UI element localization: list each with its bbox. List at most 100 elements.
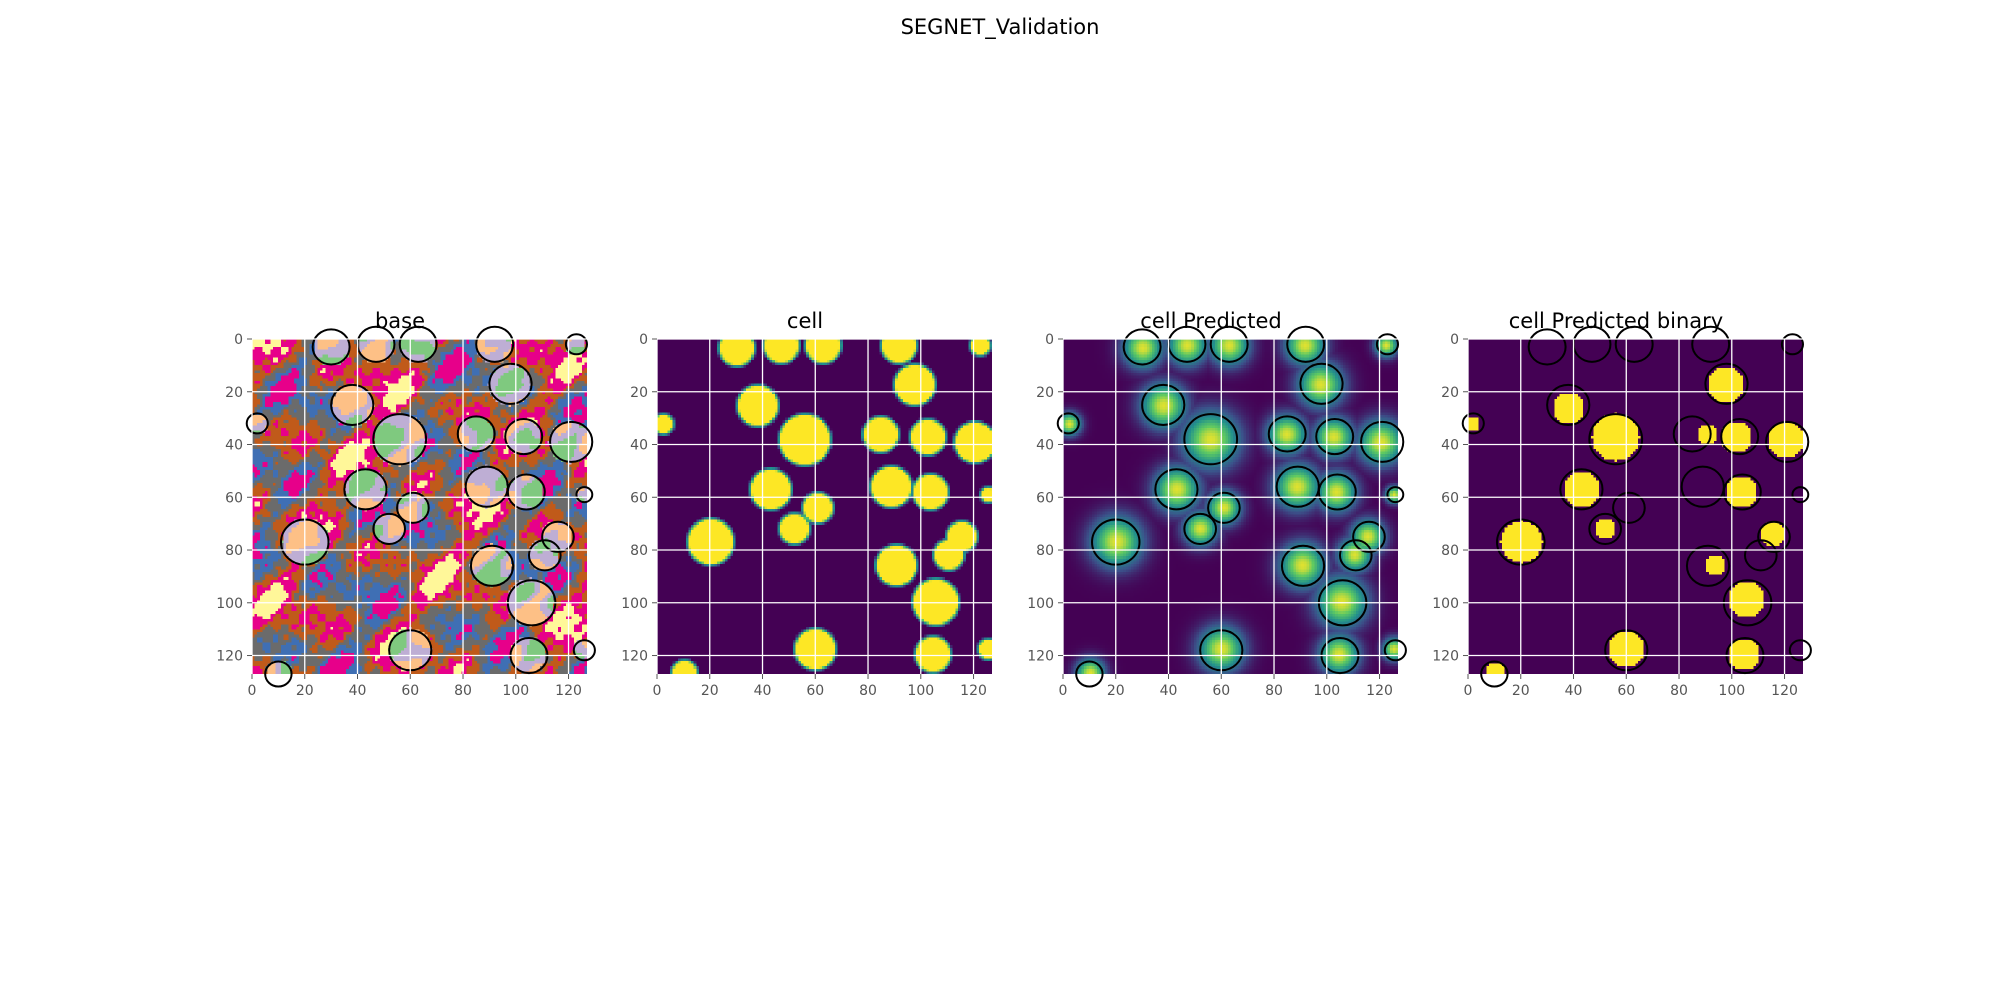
cell-contour (549, 420, 594, 463)
y-tick-label: 40 (1036, 438, 1054, 454)
panel-title: base (374, 309, 426, 333)
y-tick-label: 60 (1441, 490, 1459, 506)
y-tick-label: 20 (225, 385, 243, 401)
y-tick-label: 100 (1027, 596, 1054, 612)
cell-contour (506, 473, 546, 511)
cell-contour (1780, 333, 1805, 356)
cell-contour (1722, 473, 1762, 511)
y-tick-label: 0 (1450, 332, 1459, 348)
panel-base: base 0 20 40 60 80 100 120 0 20 40 60 80 100 120 (200, 300, 600, 700)
y-tick-label: 80 (630, 543, 648, 559)
cell-contour (245, 412, 269, 435)
cell-contour (469, 544, 515, 587)
panel-title: cell (786, 309, 824, 333)
panel-title: cell Predicted binary (1508, 309, 1724, 333)
cell-contour (1672, 415, 1712, 453)
cell-contour (1588, 512, 1622, 545)
panel-plot: 0 20 40 60 80 100 120 0 20 40 60 80 100 120 (1027, 325, 1407, 699)
cell-contour (1209, 325, 1249, 363)
y-tick-label: 60 (225, 490, 243, 506)
cell-contour (1352, 520, 1386, 553)
y-tick-label: 20 (1441, 385, 1459, 401)
panel-cell-predicted: cell Predicted 0 20 40 60 80 100 120 0 20 40 60 80 1… (1011, 300, 1411, 700)
x-tick-label: 60 (1617, 683, 1635, 699)
x-tick-label: 40 (754, 683, 772, 699)
cell-contour (1704, 362, 1749, 405)
cell-contour (343, 468, 388, 511)
y-tick-label: 80 (225, 543, 243, 559)
cell-contour (372, 512, 406, 545)
x-tick-label: 100 (502, 683, 529, 699)
x-tick-label: 0 (248, 683, 257, 699)
heatmap-image (252, 339, 587, 674)
cell-contour (1757, 520, 1791, 553)
cell-contour (1141, 383, 1186, 426)
cell-contour (1299, 362, 1344, 405)
cell-contour (1461, 412, 1485, 435)
cell-contour (1588, 413, 1644, 466)
x-tick-label: 100 (1313, 683, 1340, 699)
cell-contour (1546, 383, 1591, 426)
cell-contour (488, 362, 533, 405)
cell-contour (572, 639, 596, 662)
y-tick-label: 60 (630, 490, 648, 506)
x-tick-label: 0 (1464, 683, 1473, 699)
y-tick-label: 0 (1045, 332, 1054, 348)
y-tick-label: 40 (225, 438, 243, 454)
x-tick-label: 80 (454, 683, 472, 699)
cell-contour (1614, 325, 1654, 363)
x-tick-label: 80 (1265, 683, 1283, 699)
cell-contour (311, 328, 351, 366)
cell-contour (398, 325, 438, 363)
panel-plot: 0 20 40 60 80 100 120 0 20 40 60 80 100 120 (1432, 325, 1812, 699)
y-tick-label: 20 (1036, 385, 1054, 401)
cell-contour (475, 325, 515, 363)
cell-contour (1315, 418, 1355, 456)
cell-contour (527, 539, 562, 572)
x-tick-label: 120 (555, 683, 582, 699)
cell-contour (1383, 639, 1407, 662)
y-tick-label: 120 (1432, 649, 1459, 665)
panel-plot: 0 20 40 60 80 100 120 0 20 40 60 80 100 120 (621, 332, 992, 699)
cell-contour (1788, 639, 1812, 662)
y-tick-label: 0 (639, 332, 648, 348)
cell-contour (456, 415, 496, 453)
cell-contour (1286, 325, 1326, 363)
cell-contour (330, 383, 375, 426)
x-tick-label: 40 (349, 683, 367, 699)
heatmap-image (1063, 339, 1398, 674)
x-tick-label: 80 (1670, 683, 1688, 699)
x-tick-label: 20 (701, 683, 719, 699)
cell-contour (1267, 415, 1307, 453)
y-tick-label: 100 (1432, 596, 1459, 612)
cell-contour (1480, 660, 1509, 688)
x-tick-label: 20 (1512, 683, 1530, 699)
heatmap-image (657, 339, 992, 674)
cell-contour (1183, 512, 1217, 545)
panel-plot: 0 20 40 60 80 100 120 0 20 40 60 80 100 120 (216, 325, 596, 699)
cell-contour (1207, 491, 1241, 524)
cell-contour (1056, 412, 1080, 435)
cell-contour (504, 418, 544, 456)
cell-contour (1154, 468, 1199, 511)
cell-contour (1720, 418, 1760, 456)
cell-contour (1280, 544, 1326, 587)
y-tick-label: 80 (1036, 543, 1054, 559)
x-tick-label: 120 (1771, 683, 1798, 699)
cell-contour (1559, 468, 1604, 511)
cell-contour (1338, 539, 1373, 572)
panel-title: cell Predicted (1140, 309, 1282, 333)
x-tick-label: 40 (1160, 683, 1178, 699)
y-tick-label: 100 (621, 596, 648, 612)
y-tick-label: 40 (630, 438, 648, 454)
x-tick-label: 80 (859, 683, 877, 699)
y-tick-label: 120 (1027, 649, 1054, 665)
cell-contour (1122, 328, 1162, 366)
cell-contour (1612, 491, 1646, 524)
y-tick-label: 80 (1441, 543, 1459, 559)
cell-contour (1685, 544, 1731, 587)
x-tick-label: 20 (296, 683, 314, 699)
panel-cell: cell 0 20 40 60 80 100 120 0 20 40 60 80 100 120 (605, 300, 1005, 700)
cell-contour (541, 520, 575, 553)
x-tick-label: 120 (960, 683, 987, 699)
